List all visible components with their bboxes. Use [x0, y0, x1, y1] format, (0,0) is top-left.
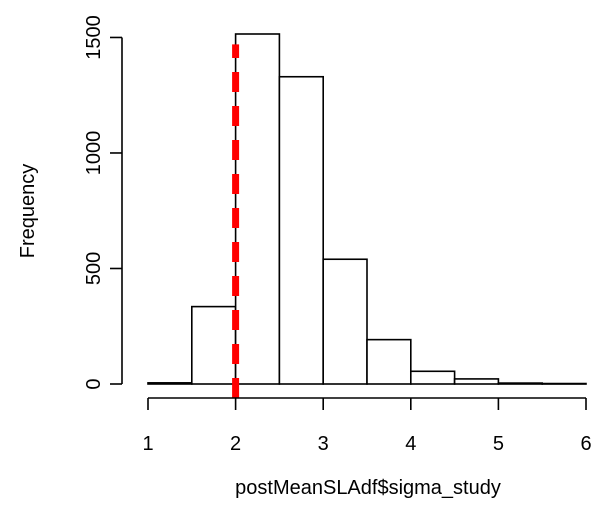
- histogram-bar: [147, 382, 193, 385]
- histogram-bars: [147, 33, 587, 385]
- histogram-bar: [366, 338, 412, 385]
- histogram-bar: [234, 33, 281, 385]
- histogram-bar: [191, 305, 237, 385]
- histogram-bar: [409, 370, 456, 385]
- x-tick-label: 1: [142, 433, 153, 455]
- x-tick-label: 4: [405, 433, 416, 455]
- histogram-bar: [541, 382, 587, 385]
- y-tick-label: 0: [83, 378, 105, 389]
- histogram-bar: [497, 382, 543, 385]
- y-axis: 0 500 1000 1500: [83, 15, 123, 390]
- histogram-bar: [322, 258, 368, 385]
- x-tick-label: 5: [493, 433, 504, 455]
- x-axis-title: postMeanSLAdf$sigma_study: [235, 477, 501, 499]
- y-tick-label: 1000: [83, 131, 105, 176]
- histogram-bar: [278, 75, 324, 385]
- x-tick-label: 6: [580, 433, 591, 455]
- y-axis-title: Frequency: [17, 164, 39, 259]
- histogram-bar: [453, 378, 500, 385]
- x-tick-label: 2: [230, 433, 241, 455]
- x-tick-label: 3: [318, 433, 329, 455]
- y-tick-label: 1500: [83, 15, 105, 60]
- x-axis: 1 2 3 4 5 6: [142, 397, 592, 455]
- y-tick-label: 500: [83, 252, 105, 285]
